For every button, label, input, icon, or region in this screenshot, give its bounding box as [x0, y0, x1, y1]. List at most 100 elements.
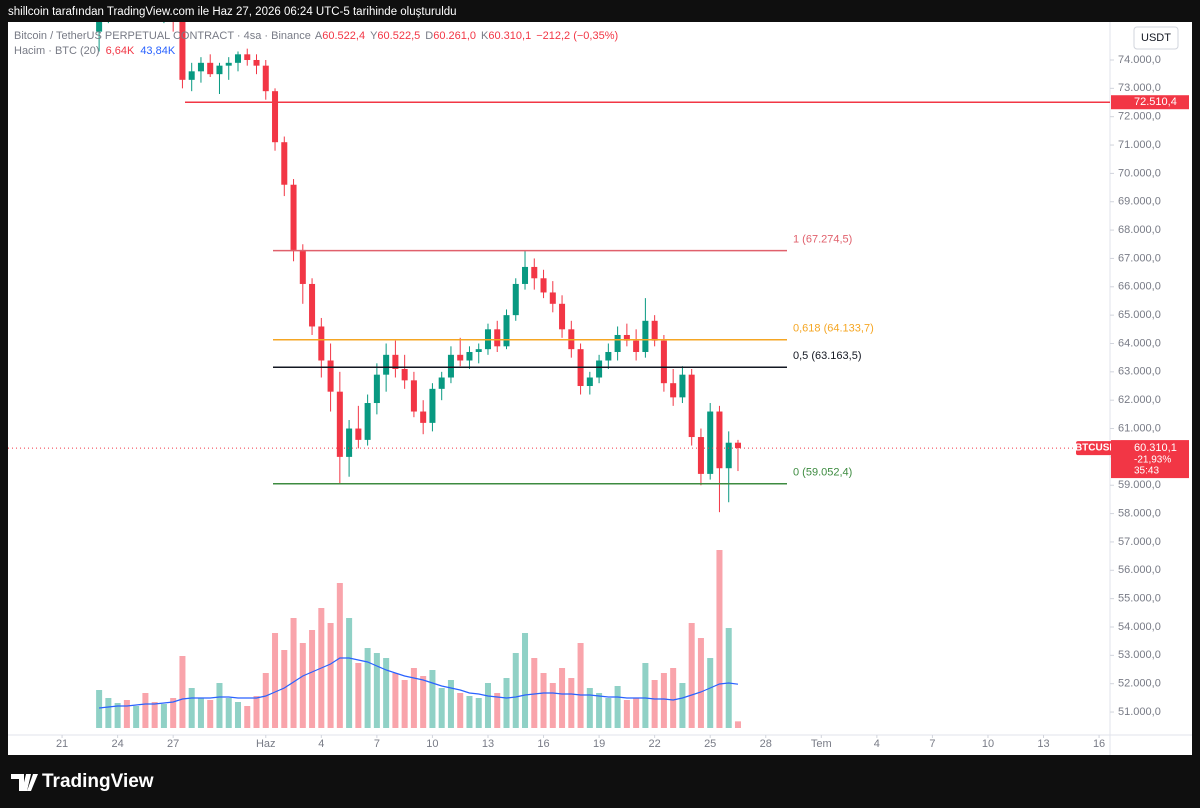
y-tick-label: 74.000,0	[1118, 54, 1161, 66]
candle-body	[707, 411, 714, 474]
candle-body	[549, 292, 556, 304]
volume-bar	[253, 696, 260, 728]
volume-bar	[197, 698, 204, 728]
y-tick-label: 70.000,0	[1118, 167, 1161, 179]
volume-value: 6,64K	[106, 45, 135, 57]
volume-bar	[494, 693, 501, 728]
hline-price-label: 72.510,4	[1134, 96, 1177, 108]
volume-bar	[633, 698, 640, 728]
fib-level-label: 0 (59.052,4)	[793, 467, 852, 479]
y-tick-label: 73.000,0	[1118, 82, 1161, 94]
volume-bar	[290, 618, 297, 728]
y-tick-label: 67.000,0	[1118, 252, 1161, 264]
candle-body	[540, 278, 547, 293]
candle-body	[596, 360, 603, 378]
volume-bar	[596, 693, 603, 728]
volume-bar	[447, 680, 454, 728]
volume-bar	[151, 702, 158, 728]
x-tick-label: Haz	[256, 738, 276, 750]
x-tick-label: 21	[56, 738, 68, 750]
candle-body	[503, 315, 510, 347]
volume-bar	[262, 673, 269, 728]
volume-bar	[586, 688, 593, 728]
volume-bar	[410, 668, 417, 728]
candle-body	[373, 374, 380, 404]
volume-bar	[651, 680, 658, 728]
volume-bar	[142, 693, 149, 728]
volume-bar	[577, 643, 584, 728]
candle-body	[225, 62, 232, 66]
candle-body	[355, 428, 362, 440]
y-tick-label: 53.000,0	[1118, 649, 1161, 661]
x-tick-label: 27	[167, 738, 179, 750]
volume-bar	[336, 583, 343, 728]
candle-body	[697, 437, 704, 474]
fib-level-label: 0,5 (63.163,5)	[793, 350, 862, 362]
currency-box[interactable]	[1133, 26, 1179, 50]
candle-body	[299, 249, 306, 284]
y-tick-label: 52.000,0	[1118, 678, 1161, 690]
x-tick-label: 16	[537, 738, 549, 750]
volume-bar	[614, 686, 621, 728]
candle-body	[410, 380, 417, 412]
y-tick-label: 64.000,0	[1118, 337, 1161, 349]
candle-body	[346, 428, 353, 457]
volume-bar	[281, 650, 288, 728]
ohlc-key: K	[481, 30, 489, 42]
y-tick-label: 71.000,0	[1118, 139, 1161, 151]
volume-bar	[734, 721, 741, 728]
y-tick-label: 63.000,0	[1118, 366, 1161, 378]
currency[interactable]: USDT	[1141, 32, 1171, 44]
y-tick-label: 59.000,0	[1118, 479, 1161, 491]
candle-body	[512, 283, 519, 316]
y-tick-label: 69.000,0	[1118, 196, 1161, 208]
candle-body	[494, 329, 501, 347]
candle-body	[262, 65, 269, 92]
y-tick-label: 72.000,0	[1118, 111, 1161, 123]
y-tick-label: 62.000,0	[1118, 394, 1161, 406]
ohlc-key: D	[425, 30, 433, 42]
candle-body	[383, 354, 390, 375]
candle-body	[401, 369, 408, 381]
volume-bar	[697, 638, 704, 728]
volume-bar	[429, 670, 436, 728]
volume-bar	[170, 698, 177, 728]
last-price-label: 60.310,1	[1134, 442, 1177, 454]
hline-price-tag	[1111, 95, 1189, 110]
candle-body	[234, 54, 242, 63]
ohlc-change: −212,2 (−0,35%)	[536, 30, 618, 42]
candle-body	[197, 62, 204, 72]
volume-bar	[383, 658, 390, 728]
x-tick-label: 25	[704, 738, 716, 750]
candle-body	[207, 62, 214, 75]
volume-bar	[512, 653, 519, 728]
candle-body	[623, 334, 630, 341]
footer-brand: TradingView	[42, 771, 154, 792]
x-tick-label: 10	[426, 738, 438, 750]
candle-body	[457, 354, 464, 361]
x-tick-label: 24	[112, 738, 124, 750]
volume-bar	[688, 623, 695, 728]
volume-bar	[299, 643, 306, 728]
chart-title: Bitcoin / TetherUS PERPETUAL CONTRACT · …	[14, 30, 618, 42]
y-tick-label: 54.000,0	[1118, 621, 1161, 633]
ohlc-key: A	[315, 30, 323, 42]
candle-body	[272, 91, 279, 143]
candle-body	[188, 71, 195, 80]
candle-body	[420, 411, 427, 423]
volume-bar	[114, 703, 121, 728]
ohlc-value: 60.522,4	[322, 30, 365, 42]
title-text: Bitcoin / TetherUS PERPETUAL CONTRACT · …	[14, 30, 311, 42]
volume-bar	[96, 690, 103, 728]
volume-title: Hacim · BTC (20)	[14, 45, 100, 57]
candle-body	[605, 351, 612, 361]
volume-legend: Hacim · BTC (20) 6,64K 43,84K	[14, 45, 176, 57]
candle-body	[642, 320, 649, 352]
x-tick-label: 4	[318, 738, 324, 750]
volume-bar	[531, 658, 538, 728]
volume-bar	[392, 673, 399, 728]
volume-bar	[207, 700, 214, 728]
fib-level-label: 1 (67.274,5)	[793, 234, 852, 246]
